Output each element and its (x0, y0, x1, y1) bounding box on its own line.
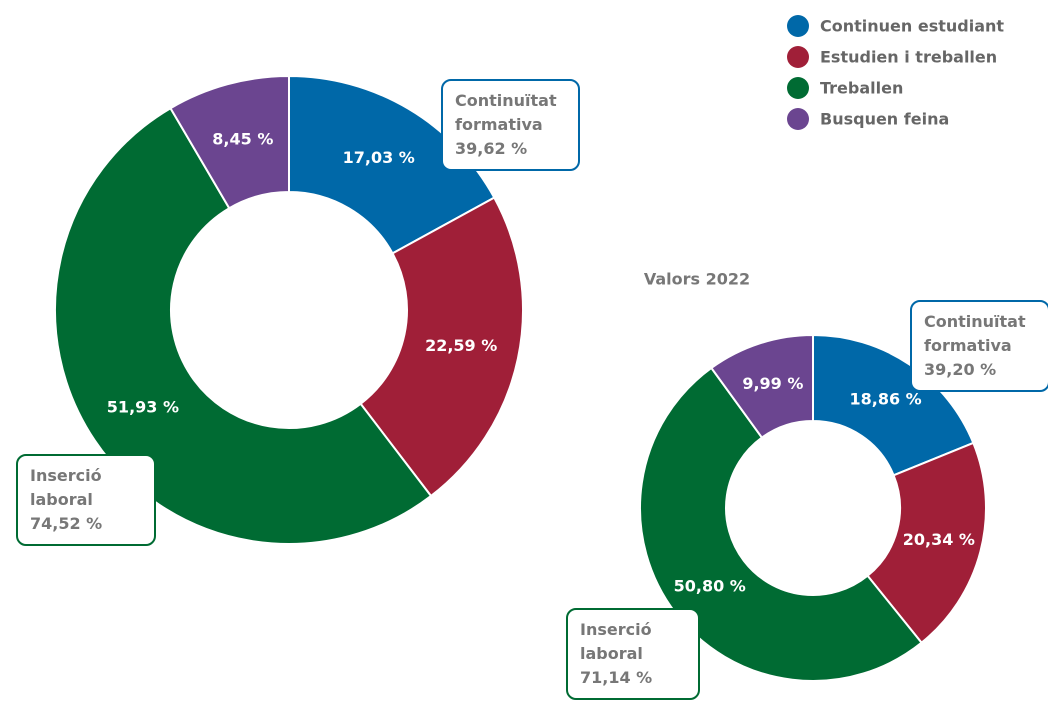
donut-slice (812, 333, 975, 477)
value-label: 50,80 % (674, 576, 746, 595)
legend-swatch (787, 46, 809, 68)
callout: Continuïtat formativa 39,62 % (441, 79, 580, 171)
callout: Inserció laboral 74,52 % (16, 454, 156, 546)
value-label: 9,99 % (742, 374, 803, 393)
donut-slice (169, 74, 290, 210)
legend-swatch (787, 108, 809, 130)
legend-swatch (787, 77, 809, 99)
callout-label: Inserció laboral (30, 466, 102, 509)
callout-label: Continuïtat formativa (455, 91, 557, 134)
legend-swatch (787, 15, 809, 37)
value-label: 8,45 % (212, 130, 273, 149)
callout-value: 71,14 % (580, 668, 653, 687)
legend-label: Continuen estudiant (820, 17, 1004, 36)
callout: Inserció laboral 71,14 % (566, 608, 700, 700)
legend-label: Treballen (820, 79, 903, 98)
donut-slice (638, 366, 923, 682)
callout-value: 39,62 % (455, 139, 528, 158)
value-label: 51,93 % (107, 398, 179, 417)
callout-label: Inserció laboral (580, 620, 652, 663)
legend-label: Busquen feina (820, 110, 949, 129)
value-label: 20,34 % (903, 530, 975, 549)
callout-value: 39,20 % (924, 360, 997, 379)
value-label: 22,59 % (425, 336, 497, 355)
value-label: 17,03 % (343, 148, 415, 167)
donut-slice (288, 74, 496, 255)
chart-title: Valors 2022 (644, 270, 750, 289)
donut-slice (709, 333, 814, 439)
callout-value: 74,52 % (30, 514, 103, 533)
donut-slice (359, 196, 524, 498)
legend-label: Estudien i treballen (820, 48, 997, 67)
donut-slice (54, 106, 433, 546)
callout-label: Continuïtat formativa (924, 312, 1026, 355)
donut-slice (866, 441, 987, 645)
value-label: 18,86 % (849, 390, 921, 409)
callout: Continuïtat formativa 39,20 % (910, 300, 1048, 392)
